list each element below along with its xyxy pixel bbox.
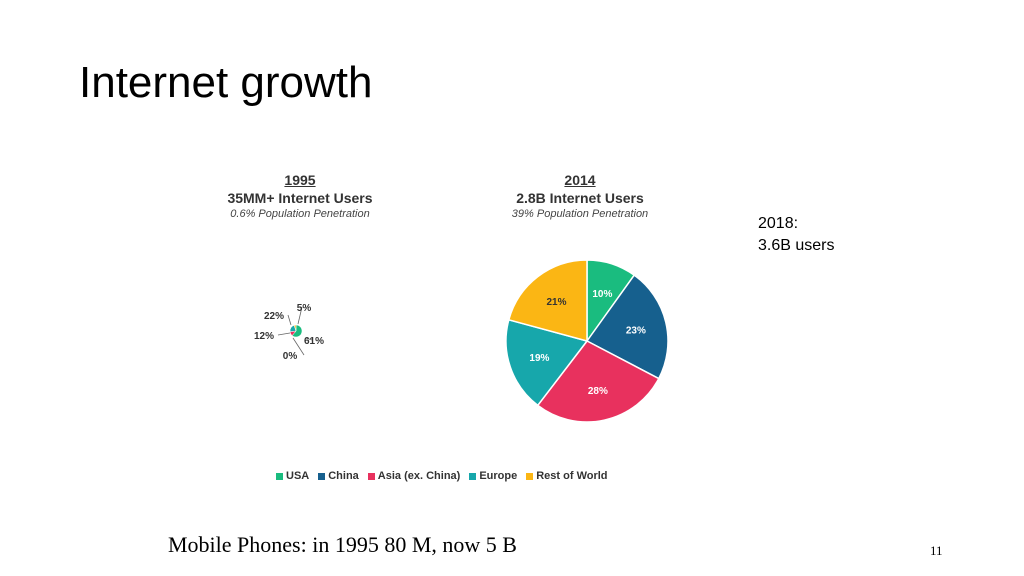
pie-label-2014-usa: 10% <box>592 289 612 300</box>
page-number: 11 <box>930 543 943 559</box>
pie-label-1995-europe: 22% <box>264 311 284 322</box>
legend-swatch-usa <box>276 473 283 480</box>
pie-label-2014-asia-ex-china: 28% <box>588 386 608 397</box>
legend-swatch-rest-of-world <box>526 473 533 480</box>
note-year: 2018: <box>758 213 834 235</box>
slide-title: Internet growth <box>79 58 373 108</box>
pie-label-2014-rest-of-world: 21% <box>546 297 566 308</box>
footer-text: Mobile Phones: in 1995 80 M, now 5 B <box>168 532 517 558</box>
pie-label-1995-usa: 61% <box>304 336 324 347</box>
pie-charts-svg: 61% 0% 12% 22% 5% 10% 23% 28% 19% 21% <box>190 160 670 460</box>
note-value: 3.6B users <box>758 235 834 257</box>
legend-label-usa: USA <box>286 470 309 482</box>
pie-leader-1995-europe <box>288 315 291 325</box>
pie-chart-figure: 1995 35MM+ Internet Users 0.6% Populatio… <box>190 160 670 500</box>
pie-label-1995-asia-ex-china: 12% <box>254 331 274 342</box>
legend-item-usa: USA <box>276 470 309 482</box>
pie-label-1995-china: 0% <box>283 351 298 362</box>
legend-label-china: China <box>328 470 359 482</box>
legend-label-asia-ex-china: Asia (ex. China) <box>378 470 461 482</box>
pie-leader-1995-asia-ex-china <box>278 333 290 335</box>
legend-item-rest-of-world: Rest of World <box>526 470 607 482</box>
legend-item-europe: Europe <box>469 470 517 482</box>
pie-label-2014-china: 23% <box>626 325 646 336</box>
pie-label-2014-europe: 19% <box>529 353 549 364</box>
legend-swatch-europe <box>469 473 476 480</box>
legend-swatch-china <box>318 473 325 480</box>
legend-label-rest-of-world: Rest of World <box>536 470 607 482</box>
legend-label-europe: Europe <box>479 470 517 482</box>
legend-swatch-asia-ex-china <box>368 473 375 480</box>
users-2018-note: 2018: 3.6B users <box>758 213 834 257</box>
legend-item-china: China <box>318 470 359 482</box>
legend-item-asia-ex-china: Asia (ex. China) <box>368 470 461 482</box>
pie-label-1995-rest-of-world: 5% <box>297 303 312 314</box>
chart-legend: USA China Asia (ex. China) Europe Rest of Wo… <box>276 470 608 482</box>
